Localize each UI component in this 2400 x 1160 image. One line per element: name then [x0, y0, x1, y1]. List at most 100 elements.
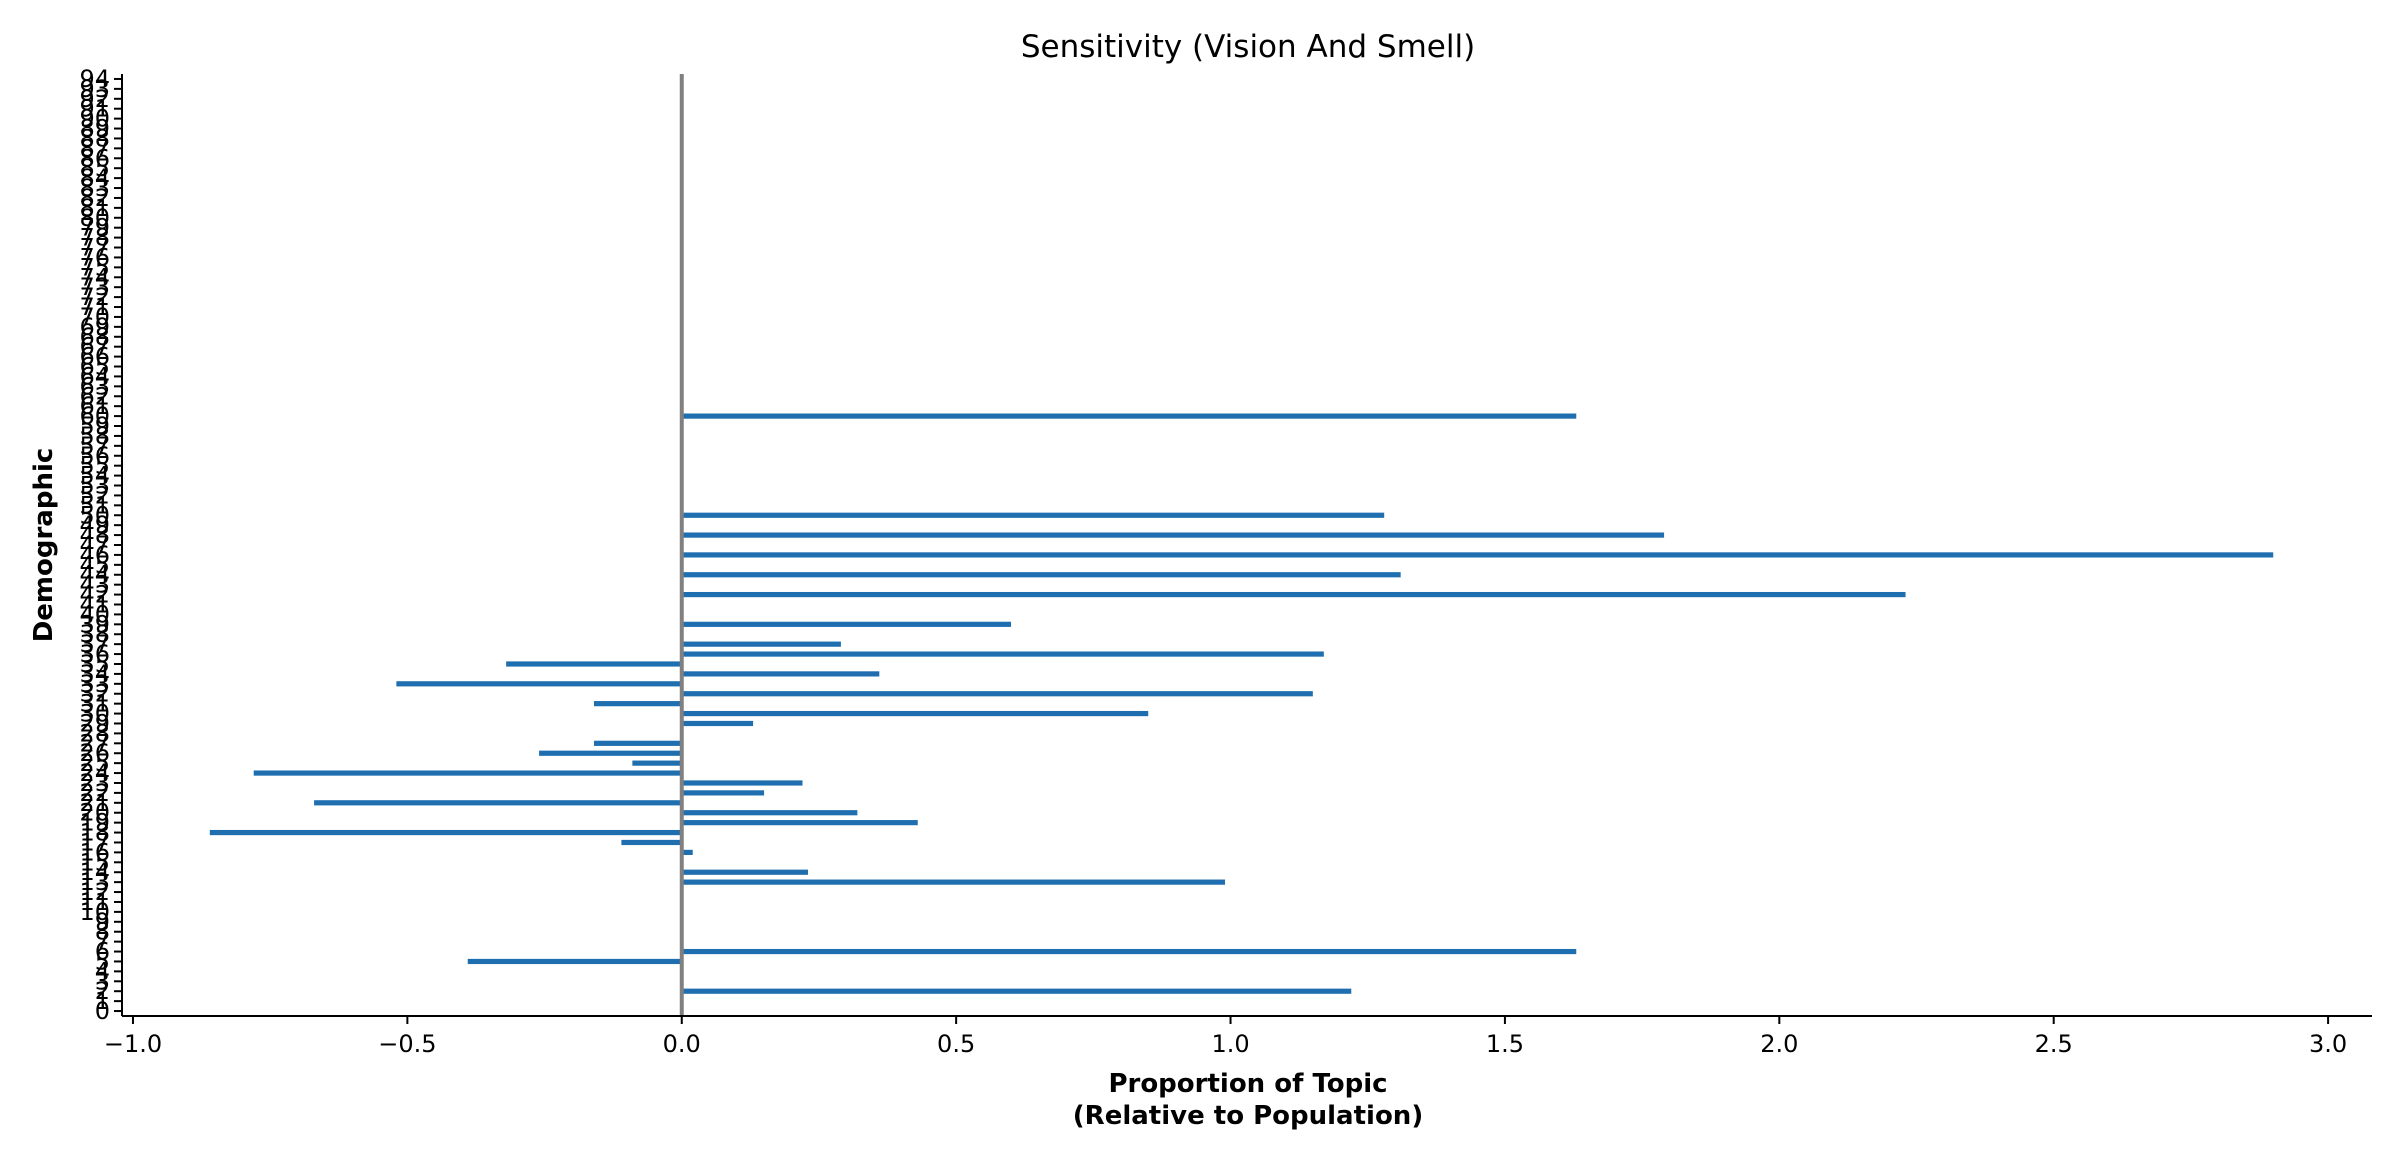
y-tick-label: 30 [79, 700, 110, 728]
y-tick-label: 94 [79, 65, 110, 93]
bar [681, 651, 1324, 657]
bar [681, 820, 918, 826]
bar [539, 750, 682, 756]
bar [314, 800, 682, 806]
y-tick-label: 43 [79, 571, 110, 599]
bar [681, 780, 803, 786]
y-tick-label: 84 [79, 164, 110, 192]
bar [681, 621, 1012, 627]
y-tick-label: 32 [79, 680, 110, 708]
y-tick-label: 72 [79, 283, 110, 311]
bar [681, 671, 880, 677]
bar [681, 879, 1226, 885]
y-tick-label: 51 [79, 491, 110, 519]
bar [681, 720, 754, 727]
y-tick-label: 19 [79, 809, 110, 837]
bar [681, 552, 2274, 558]
y-tick-label: 90 [79, 105, 110, 133]
y-tick-label: 61 [79, 392, 110, 420]
bar [681, 512, 1385, 518]
y-tick-label: 12 [79, 878, 110, 906]
x-tick-label: 0.5 [937, 1030, 975, 1058]
y-tick-label: 46 [79, 541, 110, 569]
bar [681, 849, 693, 855]
y-tick-label: 37 [79, 630, 110, 658]
y-tick-label: 56 [79, 442, 110, 470]
y-tick-label: 63 [79, 372, 110, 400]
x-tick-label: 3.0 [2309, 1030, 2347, 1058]
chart-title: Sensitivity (Vision And Smell) [1021, 29, 1475, 65]
bar [681, 691, 1313, 697]
y-tick-label: 18 [79, 819, 110, 847]
y-tick-label: 17 [79, 828, 110, 856]
y-tick-label: 65 [79, 353, 110, 381]
y-tick-label: 59 [79, 412, 110, 440]
y-tick-label: 77 [79, 234, 110, 262]
y-tick-label: 34 [79, 660, 110, 688]
y-tick-label: 47 [79, 531, 110, 559]
bar [632, 760, 682, 766]
y-tick-label: 88 [79, 124, 110, 152]
y-tick-label: 40 [79, 600, 110, 628]
bar [681, 591, 1906, 598]
y-tick-label: 52 [79, 481, 110, 509]
y-tick-label: 92 [79, 85, 110, 113]
y-tick-label: 64 [79, 362, 110, 390]
y-tick-label: 82 [79, 184, 110, 212]
y-tick-label: 85 [79, 154, 110, 182]
bar [681, 710, 1149, 717]
y-tick-label: 93 [79, 75, 110, 103]
y-tick-label: 50 [79, 501, 110, 529]
y-tick-label: 7 [95, 928, 110, 956]
y-tick-label: 14 [79, 858, 110, 886]
y-tick-label: 23 [79, 769, 110, 797]
y-tick-label: 20 [79, 799, 110, 827]
x-tick-label: 2.0 [1760, 1030, 1798, 1058]
bar [621, 839, 682, 846]
y-tick-label: 48 [79, 521, 110, 549]
y-tick-label: 89 [79, 115, 110, 143]
y-tick-label: 38 [79, 620, 110, 648]
y-tick-label: 58 [79, 422, 110, 450]
bar [506, 661, 682, 667]
bar [467, 958, 682, 965]
bar [681, 810, 858, 816]
y-tick-label: 67 [79, 333, 110, 361]
y-tick-label: 33 [79, 670, 110, 698]
y-tick-label: 91 [79, 95, 110, 123]
y-tick-label: 66 [79, 343, 110, 371]
y-tick-label: 15 [79, 848, 110, 876]
bar [681, 869, 808, 875]
y-tick-label: 11 [79, 888, 110, 916]
bar [593, 740, 682, 746]
y-tick-label: 87 [79, 134, 110, 162]
y-tick-label: 8 [95, 918, 110, 946]
y-tick-label: 62 [79, 382, 110, 410]
y-tick-label: 21 [79, 789, 110, 817]
y-tick-label: 53 [79, 472, 110, 500]
y-tick-label: 9 [95, 908, 110, 936]
y-tick-label: 42 [79, 581, 110, 609]
x-axis-label-line2: (Relative to Population) [1073, 1101, 1423, 1131]
y-tick-label: 79 [79, 214, 110, 242]
y-tick-label: 80 [79, 204, 110, 232]
y-tick-label: 70 [79, 303, 110, 331]
y-tick-label: 24 [79, 759, 110, 787]
y-tick-label: 76 [79, 243, 110, 271]
y-tick-label: 81 [79, 194, 110, 222]
y-tick-label: 26 [79, 739, 110, 767]
x-axis-label-line1: Proportion of Topic [1108, 1069, 1387, 1099]
y-tick-label: 1 [95, 987, 110, 1015]
y-tick-label: 73 [79, 273, 110, 301]
x-tick-label: 0.0 [663, 1030, 701, 1058]
bar [681, 572, 1401, 578]
x-tick-label: −1.0 [104, 1030, 162, 1058]
y-axis-ticks: 0123456789101112131415161718192021222324… [79, 65, 122, 1025]
y-tick-label: 78 [79, 224, 110, 252]
y-tick-label: 41 [79, 590, 110, 618]
y-tick-label: 16 [79, 838, 110, 866]
y-tick-label: 10 [79, 898, 110, 926]
y-tick-label: 27 [79, 729, 110, 757]
y-tick-label: 60 [79, 402, 110, 430]
